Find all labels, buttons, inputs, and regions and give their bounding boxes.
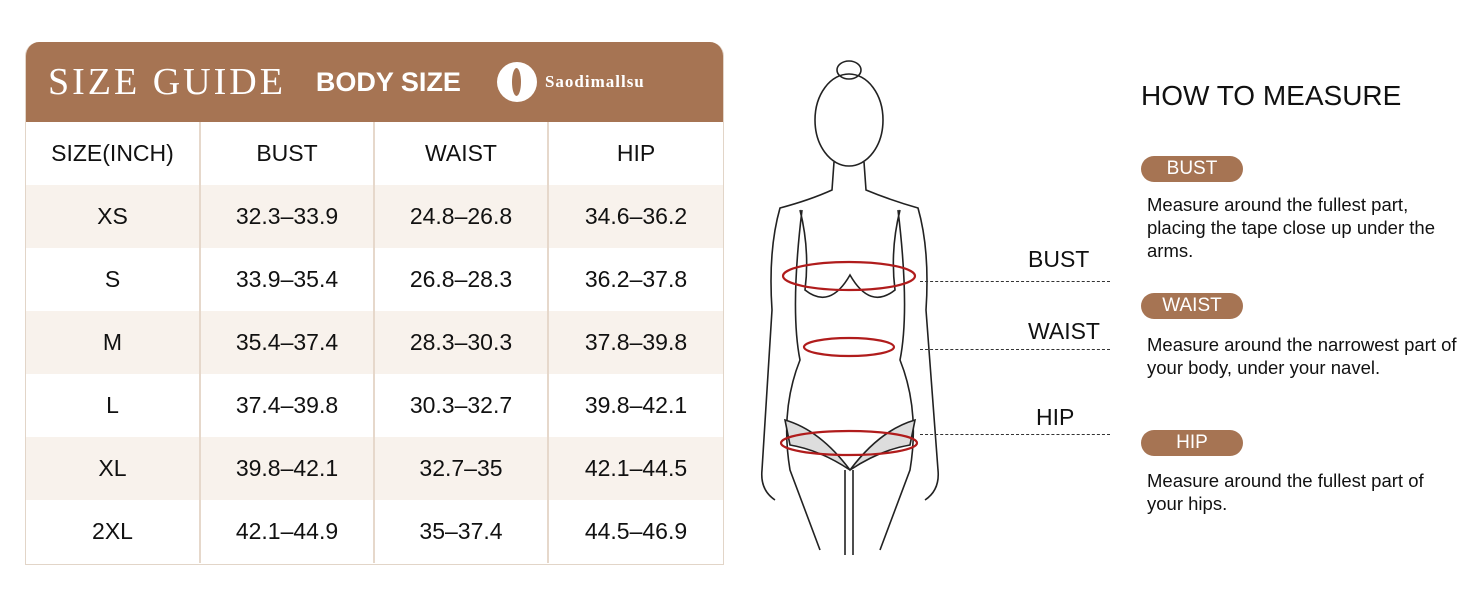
table-cell: 44.5–46.9 [584, 518, 688, 544]
waist-description: Measure around the narrowest part of you… [1147, 334, 1457, 378]
table-cell: 35–37.4 [375, 500, 549, 563]
column-headers: SIZE(INCH) BUST WAIST HIP [26, 122, 723, 185]
table-cell: 36.2–37.8 [584, 266, 688, 292]
table-row: 2XL 42.1–44.9 35–37.4 44.5–46.9 [26, 500, 723, 563]
how-to-measure-title: HOW TO MEASURE [1141, 80, 1402, 111]
hip-leader-line [920, 434, 1110, 435]
waist-tape [802, 336, 896, 358]
brand-logo: Saodimallsu [496, 62, 645, 102]
table-cell: S [26, 248, 201, 311]
table-cell: L [26, 374, 201, 437]
bust-leader-line [920, 281, 1110, 282]
table-cell: 37.8–39.8 [584, 329, 688, 355]
table-cell: 35.4–37.4 [201, 311, 375, 374]
table-row: L 37.4–39.8 30.3–32.7 39.8–42.1 [26, 374, 723, 437]
bust-label: BUST [1028, 246, 1090, 272]
hip-badge: HIP [1141, 430, 1243, 456]
table-cell: 39.8–42.1 [201, 437, 375, 500]
bust-badge: BUST [1141, 156, 1243, 182]
table-cell: XL [26, 437, 201, 500]
table-row: M 35.4–37.4 28.3–30.3 37.8–39.8 [26, 311, 723, 374]
table-cell: 32.7–35 [375, 437, 549, 500]
table-row: S 33.9–35.4 26.8–28.3 36.2–37.8 [26, 248, 723, 311]
subtitle: BODY SIZE [315, 66, 461, 97]
table-cell: 39.8–42.1 [584, 392, 688, 418]
column-header: HIP [616, 140, 656, 166]
size-table: SIZE GUIDE BODY SIZE Saodimallsu SIZE(IN… [25, 42, 724, 565]
table-cell: 28.3–30.3 [375, 311, 549, 374]
column-header: WAIST [375, 122, 549, 185]
table-cell: 34.6–36.2 [584, 203, 688, 229]
hip-description: Measure around the fullest part of your … [1147, 470, 1424, 514]
waist-badge: WAIST [1141, 293, 1243, 319]
bust-description: Measure around the fullest part, placing… [1147, 194, 1435, 261]
hip-tape [779, 429, 919, 457]
logo-icon [496, 62, 537, 102]
table-cell: 2XL [26, 500, 201, 563]
table-cell: 24.8–26.8 [375, 185, 549, 248]
body-figure [760, 60, 940, 555]
column-header: SIZE(INCH) [26, 122, 201, 185]
table-cell: 42.1–44.5 [584, 455, 688, 481]
column-header: BUST [201, 122, 375, 185]
table-header-banner: SIZE GUIDE BODY SIZE Saodimallsu [26, 42, 723, 122]
bust-tape [781, 260, 917, 292]
table-cell: 26.8–28.3 [375, 248, 549, 311]
hip-label: HIP [1036, 404, 1075, 430]
table-cell: 32.3–33.9 [201, 185, 375, 248]
waist-leader-line [920, 349, 1110, 350]
table-cell: XS [26, 185, 201, 248]
table-row: XS 32.3–33.9 24.8–26.8 34.6–36.2 [26, 185, 723, 248]
brand-name: Saodimallsu [544, 72, 645, 91]
table-cell: 33.9–35.4 [201, 248, 375, 311]
title: SIZE GUIDE [48, 61, 286, 103]
table-row: XL 39.8–42.1 32.7–35 42.1–44.5 [26, 437, 723, 500]
table-cell: 37.4–39.8 [201, 374, 375, 437]
table-cell: M [26, 311, 201, 374]
table-cell: 42.1–44.9 [201, 500, 375, 563]
table-cell: 30.3–32.7 [375, 374, 549, 437]
waist-label: WAIST [1028, 318, 1100, 344]
